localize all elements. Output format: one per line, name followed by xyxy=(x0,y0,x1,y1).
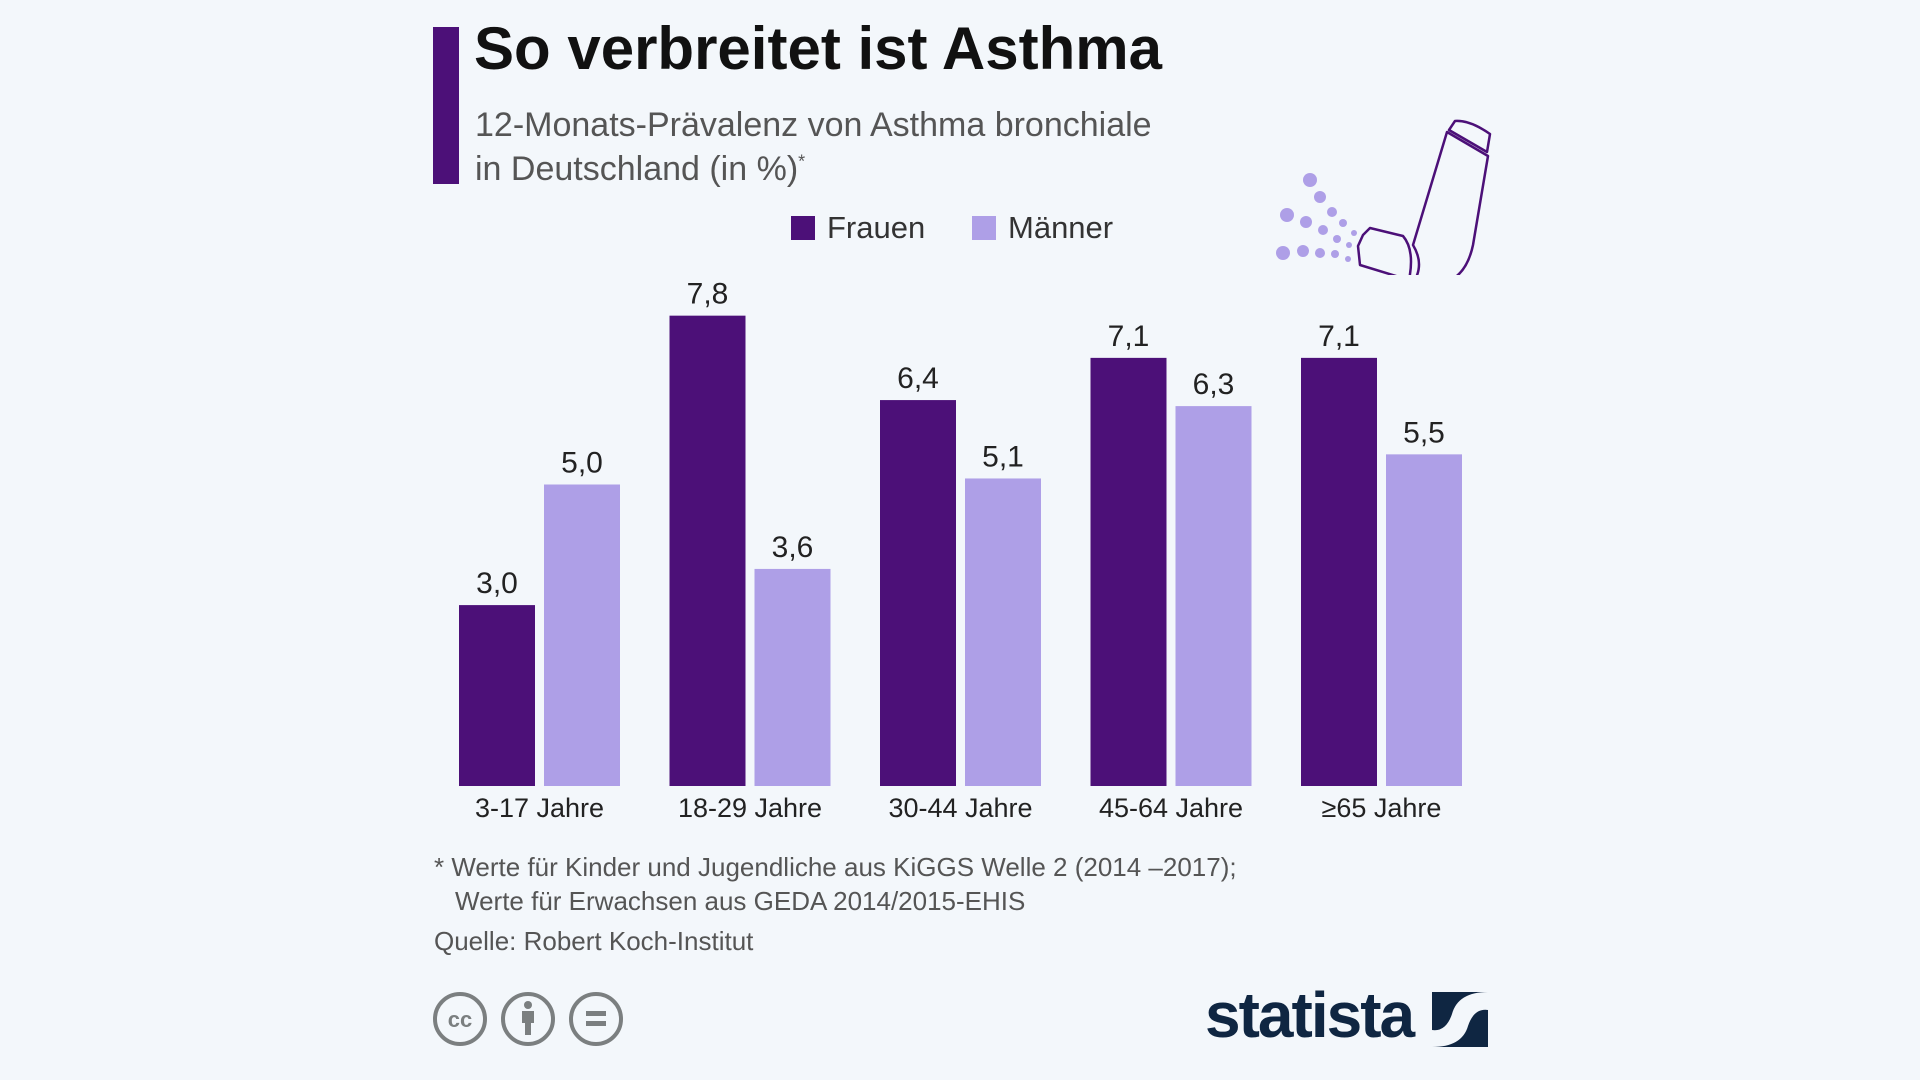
statista-logo-icon xyxy=(1432,992,1488,1047)
legend-frauen: Frauen xyxy=(791,210,925,246)
footnote-line-2: Werte für Erwachsen aus GEDA 2014/2015-E… xyxy=(455,886,1026,916)
data-label: 3,0 xyxy=(476,567,518,600)
cc-license-icons[interactable]: cc xyxy=(432,990,626,1048)
bar-frauen xyxy=(459,605,535,786)
data-label: 6,4 xyxy=(897,362,939,395)
data-label: 3,6 xyxy=(772,531,814,564)
subtitle-line-2: in Deutschland (in %)* xyxy=(475,150,805,189)
legend-swatch-maenner xyxy=(972,216,996,240)
subtitle-line-1: 12-Monats-Prävalenz von Asthma bronchial… xyxy=(475,106,1152,144)
data-label: 6,3 xyxy=(1193,368,1235,401)
bar-chart: 3,0 5,0 3-17 Jahre 7,8 3,6 18-29 Jahre 6,4 5,1 3… xyxy=(459,278,1462,823)
x-tick-label: ≥65 Jahre xyxy=(1322,793,1442,823)
legend-maenner: Männer xyxy=(972,210,1113,246)
bar-frauen xyxy=(669,315,746,786)
bar-frauen xyxy=(1090,357,1167,786)
subtitle-text: in Deutschland (in %) xyxy=(475,150,799,188)
bar-maenner xyxy=(754,568,831,786)
by-icon xyxy=(522,1001,534,1035)
inhaler-icon xyxy=(1276,119,1492,275)
data-label: 7,1 xyxy=(1108,320,1150,353)
footnote-line-1: * Werte für Kinder und Jugendliche aus K… xyxy=(434,852,1237,882)
bar-maenner xyxy=(544,484,620,786)
x-tick-label: 45-64 Jahre xyxy=(1099,793,1243,823)
bar-maenner xyxy=(1386,454,1462,786)
x-tick-label: 30-44 Jahre xyxy=(888,793,1032,823)
data-label: 5,5 xyxy=(1403,416,1445,449)
subtitle-asterisk: * xyxy=(798,151,806,172)
data-label: 5,1 xyxy=(982,440,1024,473)
statista-logo: statista xyxy=(1205,979,1415,1051)
data-label: 7,1 xyxy=(1318,320,1360,353)
title-accent-bar xyxy=(433,27,459,184)
legend-label: Männer xyxy=(1008,210,1114,245)
data-label: 5,0 xyxy=(561,447,603,480)
bar-frauen xyxy=(880,400,956,786)
x-tick-label: 3-17 Jahre xyxy=(475,793,604,823)
nd-icon xyxy=(586,1011,606,1026)
legend-label: Frauen xyxy=(827,210,926,245)
data-label: 7,8 xyxy=(687,278,729,311)
bar-frauen xyxy=(1301,357,1377,786)
legend-swatch-frauen xyxy=(791,216,815,240)
bar-maenner xyxy=(965,478,1041,786)
cc-icon: cc xyxy=(448,1007,472,1032)
source-text: Quelle: Robert Koch-Institut xyxy=(434,926,754,956)
page-title: So verbreitet ist Asthma xyxy=(474,15,1162,82)
x-tick-label: 18-29 Jahre xyxy=(678,793,822,823)
bar-maenner xyxy=(1175,406,1252,786)
